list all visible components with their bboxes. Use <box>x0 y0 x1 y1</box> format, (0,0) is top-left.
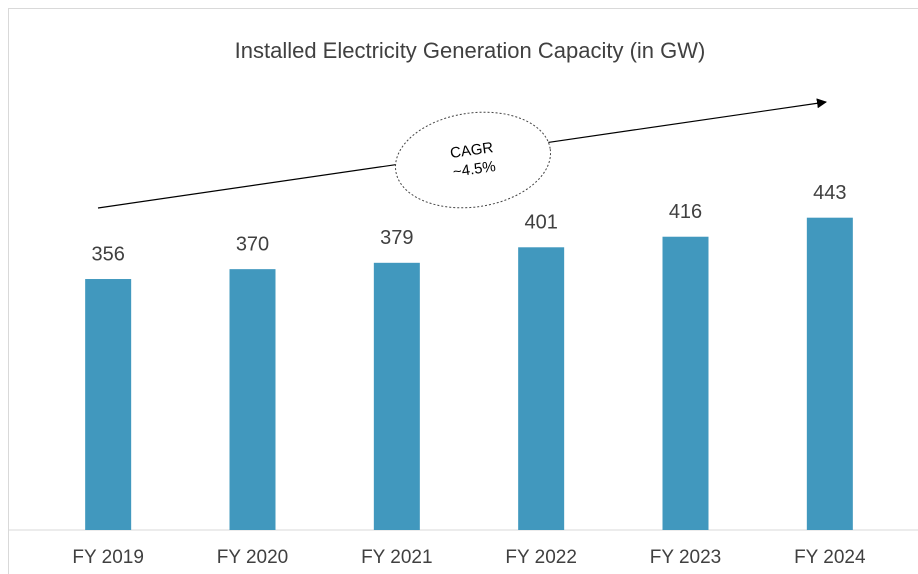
x-tick-label: FY 2021 <box>361 547 432 568</box>
x-tick-label: FY 2022 <box>505 547 576 568</box>
bar <box>229 269 276 530</box>
callout-text: CAGR <box>449 139 494 162</box>
data-label: 370 <box>236 233 269 255</box>
data-label: 356 <box>91 243 124 265</box>
bar <box>373 262 420 530</box>
data-label: 416 <box>669 201 702 223</box>
x-tick-label: FY 2023 <box>650 547 721 568</box>
callout-text: ~4.5% <box>452 158 497 181</box>
chart-title: Installed Electricity Generation Capacit… <box>235 38 706 63</box>
bar <box>806 217 853 530</box>
x-tick-label: FY 2019 <box>72 547 143 568</box>
callout-ellipse <box>394 111 552 209</box>
cagr-callout: CAGR ~4.5% <box>394 111 552 209</box>
data-label: 401 <box>524 212 557 234</box>
bar <box>662 236 709 530</box>
bar <box>85 279 132 530</box>
x-tick-label: FY 2020 <box>217 547 288 568</box>
x-tick-label: FY 2024 <box>794 547 866 568</box>
data-label: 443 <box>813 182 846 204</box>
chart-border <box>8 8 918 574</box>
data-label: 379 <box>380 227 413 249</box>
bar <box>518 247 565 531</box>
